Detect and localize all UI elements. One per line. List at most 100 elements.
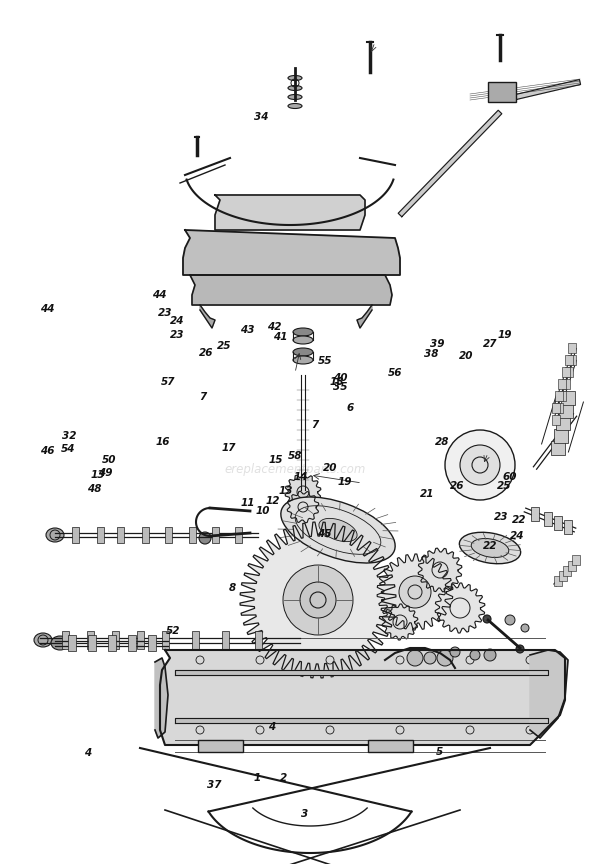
Bar — [565, 367, 573, 377]
Ellipse shape — [293, 348, 313, 356]
Text: 27: 27 — [483, 339, 497, 349]
Circle shape — [521, 624, 529, 632]
Text: 50: 50 — [102, 454, 117, 465]
Bar — [136, 631, 143, 649]
Bar — [198, 740, 242, 752]
Polygon shape — [285, 474, 321, 510]
Bar — [211, 527, 218, 543]
Bar — [531, 507, 539, 521]
Polygon shape — [240, 522, 396, 678]
Text: 14: 14 — [294, 472, 309, 482]
Text: 7: 7 — [199, 392, 206, 403]
Bar — [565, 355, 573, 365]
Ellipse shape — [288, 94, 302, 99]
Circle shape — [437, 650, 453, 666]
Bar — [108, 635, 116, 651]
Text: 42: 42 — [267, 321, 281, 332]
Bar — [554, 516, 562, 530]
Bar — [368, 740, 412, 752]
Text: 44: 44 — [40, 304, 54, 314]
Circle shape — [505, 615, 515, 625]
Polygon shape — [382, 604, 418, 640]
Bar — [68, 635, 76, 651]
Text: 46: 46 — [40, 446, 54, 456]
Polygon shape — [357, 305, 372, 328]
Polygon shape — [530, 650, 568, 738]
Bar — [562, 367, 569, 377]
Text: 25: 25 — [217, 340, 231, 351]
Bar — [544, 512, 552, 526]
Circle shape — [399, 576, 431, 608]
Text: 43: 43 — [240, 325, 255, 335]
Text: 49: 49 — [97, 468, 112, 479]
Ellipse shape — [319, 518, 357, 542]
Text: 8: 8 — [229, 582, 236, 593]
Text: 25: 25 — [497, 480, 512, 491]
Bar — [254, 631, 261, 649]
Bar — [71, 527, 78, 543]
Circle shape — [283, 565, 353, 635]
Bar — [558, 379, 566, 389]
Circle shape — [300, 582, 336, 618]
Text: 35: 35 — [333, 382, 348, 392]
Text: 23: 23 — [158, 308, 172, 318]
Polygon shape — [287, 492, 319, 523]
Circle shape — [484, 649, 496, 661]
Bar — [551, 441, 565, 455]
Bar — [192, 631, 198, 649]
Bar — [488, 82, 516, 102]
Text: 23: 23 — [169, 330, 184, 340]
Bar — [552, 415, 560, 425]
Bar — [561, 391, 575, 405]
Text: 52: 52 — [165, 626, 180, 636]
Bar — [568, 343, 576, 353]
Text: 32: 32 — [62, 431, 77, 442]
Text: 3: 3 — [301, 809, 308, 819]
Polygon shape — [516, 79, 581, 99]
Text: 12: 12 — [266, 496, 280, 506]
Polygon shape — [160, 650, 565, 745]
Ellipse shape — [460, 532, 520, 563]
Text: 1: 1 — [254, 772, 261, 783]
Bar — [116, 527, 123, 543]
Text: 58: 58 — [288, 451, 303, 461]
Ellipse shape — [293, 336, 313, 344]
Text: 39: 39 — [430, 339, 444, 349]
Text: 37: 37 — [206, 779, 221, 790]
Text: ereplacementparts.com: ereplacementparts.com — [224, 463, 366, 477]
Text: 24: 24 — [510, 530, 525, 541]
Text: 44: 44 — [152, 290, 166, 301]
Bar — [162, 631, 169, 649]
Bar — [142, 527, 149, 543]
Text: 28: 28 — [435, 437, 450, 448]
Text: 20: 20 — [323, 463, 338, 473]
Text: 4: 4 — [268, 722, 276, 733]
Polygon shape — [377, 554, 453, 630]
Bar — [165, 527, 172, 543]
Ellipse shape — [293, 356, 313, 364]
Text: 24: 24 — [169, 316, 184, 327]
Polygon shape — [200, 305, 215, 328]
Bar — [568, 355, 576, 365]
Bar — [555, 403, 563, 413]
Bar — [559, 571, 566, 581]
Text: 60: 60 — [503, 472, 517, 482]
Text: 20: 20 — [459, 351, 474, 361]
Text: 13: 13 — [90, 470, 105, 480]
Polygon shape — [435, 583, 485, 633]
Bar — [234, 527, 241, 543]
Ellipse shape — [471, 538, 509, 557]
Circle shape — [450, 647, 460, 657]
Bar — [554, 576, 562, 587]
Ellipse shape — [34, 633, 52, 647]
Text: 22: 22 — [483, 541, 497, 551]
Text: 19: 19 — [337, 477, 352, 487]
Text: 57: 57 — [161, 377, 176, 387]
Ellipse shape — [288, 75, 302, 80]
Polygon shape — [183, 230, 400, 275]
Bar — [552, 403, 560, 413]
Bar — [88, 635, 96, 651]
Polygon shape — [418, 548, 462, 592]
Bar — [572, 556, 580, 565]
Bar — [562, 379, 569, 389]
